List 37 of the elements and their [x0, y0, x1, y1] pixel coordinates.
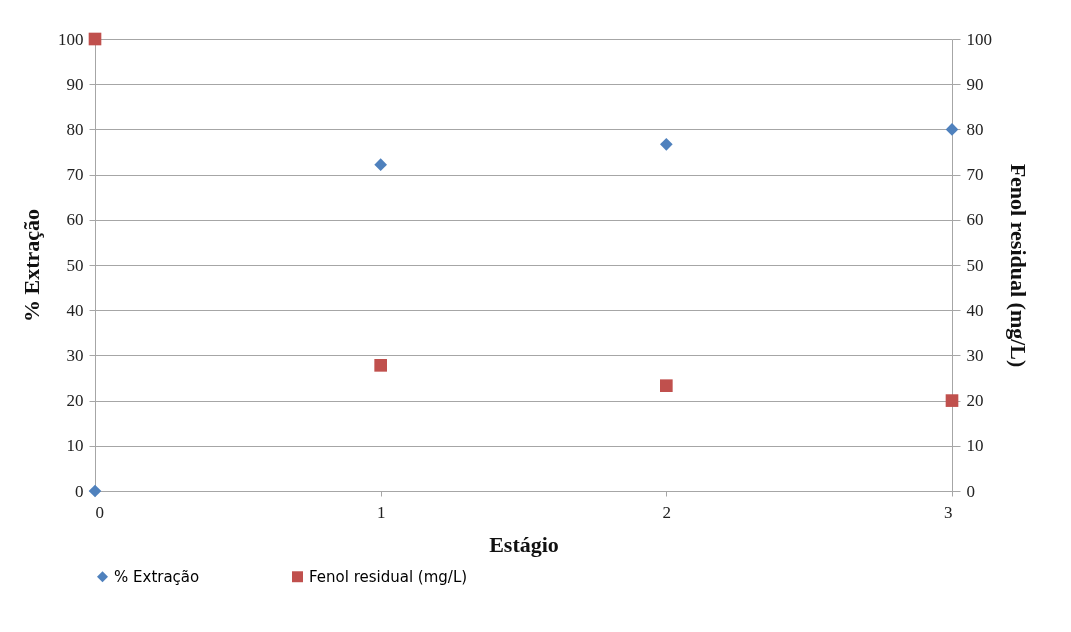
point — [88, 32, 102, 46]
y2-tick-label: 100 — [966, 29, 992, 49]
y2-tick-label: 80 — [966, 119, 984, 139]
y2-tick-label: 70 — [966, 165, 984, 185]
y-tick-label: 80 — [66, 119, 84, 139]
y2-tick-label: 20 — [966, 391, 984, 411]
y2-tick-label: 40 — [966, 300, 984, 320]
legend-label: Fenol residual (mg/L) — [309, 567, 468, 586]
y-tick-label: 10 — [66, 436, 84, 456]
y2-tick-label: 50 — [966, 255, 984, 275]
y-axis-title: % Extração — [19, 208, 44, 323]
x-tick-label: 3 — [944, 502, 953, 522]
point — [374, 158, 387, 171]
y-tick-label: 30 — [66, 345, 84, 365]
y2-tick-label: 0 — [966, 481, 975, 501]
y2-tick-label: 10 — [966, 436, 984, 456]
y-tick-label: 90 — [66, 74, 84, 94]
y-tick-label: 50 — [66, 255, 84, 275]
y2-tick-label: 90 — [966, 74, 984, 94]
x-tick-label: 1 — [376, 502, 386, 522]
y-tick-label: 20 — [66, 391, 84, 411]
x-tick-label: 0 — [95, 502, 104, 522]
point — [660, 379, 673, 393]
point — [374, 359, 387, 372]
y2-axis-title: Fenol residual (mg/L) — [1006, 163, 1031, 368]
y-tick-label: 40 — [66, 300, 84, 320]
y2-tick-label: 30 — [966, 345, 984, 365]
point — [88, 484, 102, 498]
y-tick-label: 70 — [66, 165, 84, 185]
y-tick-label: 60 — [66, 210, 84, 230]
x-tick-label: 2 — [662, 502, 672, 522]
x-axis-title: Estágio — [489, 531, 559, 557]
y2-tick-label: 60 — [966, 210, 984, 230]
point — [660, 137, 673, 151]
y-tick-label: 100 — [58, 29, 84, 49]
y-tick-label: 0 — [75, 481, 84, 501]
legend-label: % Extração — [114, 567, 200, 586]
